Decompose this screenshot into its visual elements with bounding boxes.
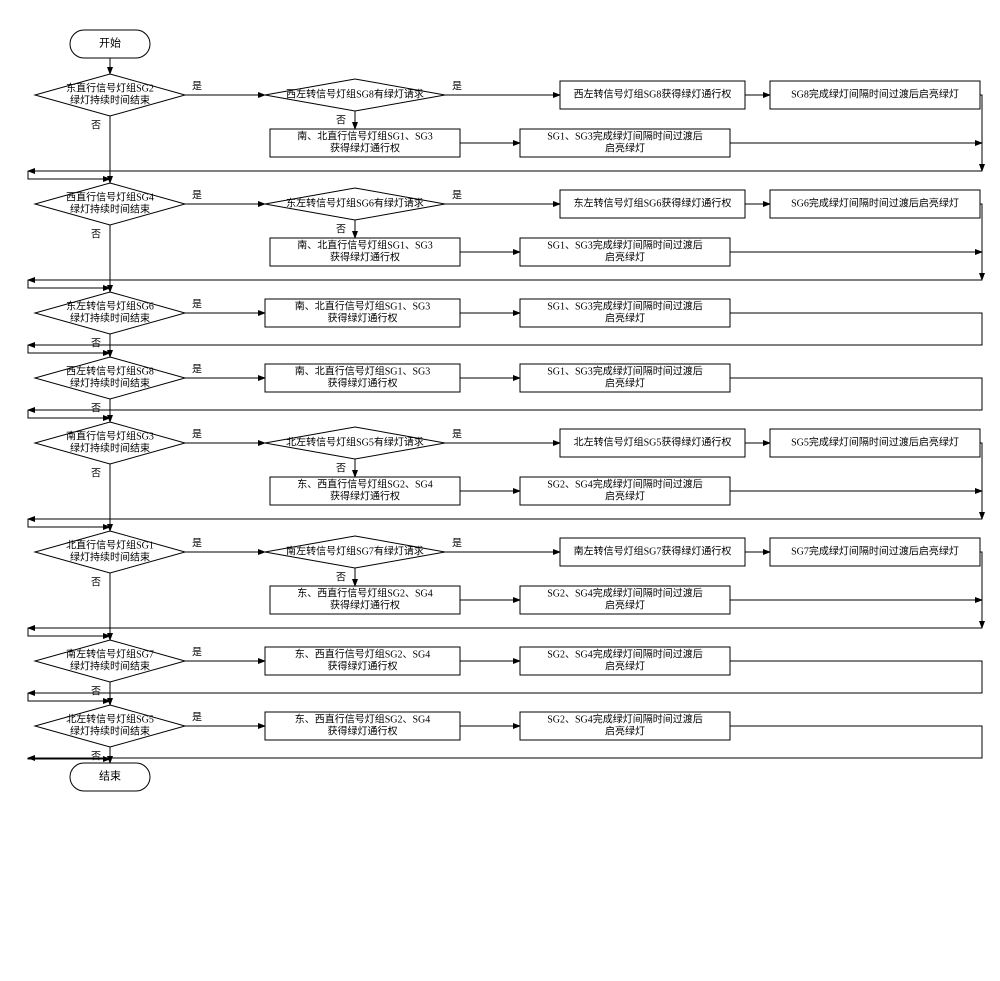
svg-text:SG1、SG3完成绿灯间隔时间过渡后: SG1、SG3完成绿灯间隔时间过渡后 xyxy=(547,364,703,377)
svg-text:绿灯持续时间结束: 绿灯持续时间结束 xyxy=(70,441,150,454)
svg-text:否: 否 xyxy=(336,223,346,235)
svg-text:南直行信号灯组SG3: 南直行信号灯组SG3 xyxy=(66,429,154,442)
svg-text:获得绿灯通行权: 获得绿灯通行权 xyxy=(330,250,400,263)
svg-text:南、北直行信号灯组SG1、SG3: 南、北直行信号灯组SG1、SG3 xyxy=(295,364,431,377)
svg-text:启亮绿灯: 启亮绿灯 xyxy=(605,598,645,611)
svg-text:北左转信号灯组SG5有绿灯请求: 北左转信号灯组SG5有绿灯请求 xyxy=(286,435,424,448)
svg-text:SG8完成绿灯间隔时间过渡后启亮绿灯: SG8完成绿灯间隔时间过渡后启亮绿灯 xyxy=(791,87,959,100)
svg-text:是: 是 xyxy=(192,363,202,375)
svg-text:南、北直行信号灯组SG1、SG3: 南、北直行信号灯组SG1、SG3 xyxy=(295,299,431,312)
svg-text:否: 否 xyxy=(91,402,101,414)
svg-text:是: 是 xyxy=(452,428,462,440)
svg-text:获得绿灯通行权: 获得绿灯通行权 xyxy=(330,141,400,154)
svg-text:SG2、SG4完成绿灯间隔时间过渡后: SG2、SG4完成绿灯间隔时间过渡后 xyxy=(547,647,703,660)
svg-text:绿灯持续时间结束: 绿灯持续时间结束 xyxy=(70,93,150,106)
svg-text:启亮绿灯: 启亮绿灯 xyxy=(605,489,645,502)
svg-text:南左转信号灯组SG7: 南左转信号灯组SG7 xyxy=(66,647,154,660)
svg-text:是: 是 xyxy=(192,537,202,549)
svg-text:否: 否 xyxy=(336,571,346,583)
svg-text:启亮绿灯: 启亮绿灯 xyxy=(605,376,645,389)
svg-text:SG6完成绿灯间隔时间过渡后启亮绿灯: SG6完成绿灯间隔时间过渡后启亮绿灯 xyxy=(791,196,959,209)
svg-text:是: 是 xyxy=(192,80,202,92)
svg-text:启亮绿灯: 启亮绿灯 xyxy=(605,724,645,737)
svg-text:SG5完成绿灯间隔时间过渡后启亮绿灯: SG5完成绿灯间隔时间过渡后启亮绿灯 xyxy=(791,435,959,448)
svg-text:获得绿灯通行权: 获得绿灯通行权 xyxy=(328,659,398,672)
svg-text:SG7完成绿灯间隔时间过渡后启亮绿灯: SG7完成绿灯间隔时间过渡后启亮绿灯 xyxy=(791,544,959,557)
svg-text:否: 否 xyxy=(336,462,346,474)
svg-text:北左转信号灯组SG5获得绿灯通行权: 北左转信号灯组SG5获得绿灯通行权 xyxy=(574,435,732,448)
svg-text:绿灯持续时间结束: 绿灯持续时间结束 xyxy=(70,724,150,737)
svg-text:东左转信号灯组SG6获得绿灯通行权: 东左转信号灯组SG6获得绿灯通行权 xyxy=(574,196,732,209)
svg-text:东直行信号灯组SG2: 东直行信号灯组SG2 xyxy=(66,81,154,94)
svg-text:是: 是 xyxy=(192,646,202,658)
svg-text:东、西直行信号灯组SG2、SG4: 东、西直行信号灯组SG2、SG4 xyxy=(297,586,433,599)
svg-text:否: 否 xyxy=(91,228,101,240)
svg-text:否: 否 xyxy=(91,576,101,588)
flowchart-svg: 开始东直行信号灯组SG2绿灯持续时间结束否是西左转信号灯组SG8有绿灯请求是否西… xyxy=(10,10,990,801)
svg-text:结束: 结束 xyxy=(99,770,121,783)
svg-text:否: 否 xyxy=(91,467,101,479)
svg-text:东左转信号灯组SG6有绿灯请求: 东左转信号灯组SG6有绿灯请求 xyxy=(286,196,424,209)
svg-text:否: 否 xyxy=(336,114,346,126)
svg-text:南左转信号灯组SG7获得绿灯通行权: 南左转信号灯组SG7获得绿灯通行权 xyxy=(574,544,732,557)
svg-text:北左转信号灯组SG5: 北左转信号灯组SG5 xyxy=(66,712,154,725)
svg-text:东、西直行信号灯组SG2、SG4: 东、西直行信号灯组SG2、SG4 xyxy=(295,647,431,660)
svg-text:SG1、SG3完成绿灯间隔时间过渡后: SG1、SG3完成绿灯间隔时间过渡后 xyxy=(547,238,703,251)
svg-text:绿灯持续时间结束: 绿灯持续时间结束 xyxy=(70,550,150,563)
svg-text:北直行信号灯组SG1: 北直行信号灯组SG1 xyxy=(66,538,154,551)
svg-text:西左转信号灯组SG8: 西左转信号灯组SG8 xyxy=(66,364,154,377)
svg-text:获得绿灯通行权: 获得绿灯通行权 xyxy=(328,376,398,389)
svg-text:获得绿灯通行权: 获得绿灯通行权 xyxy=(328,311,398,324)
svg-text:启亮绿灯: 启亮绿灯 xyxy=(605,659,645,672)
svg-text:南左转信号灯组SG7有绿灯请求: 南左转信号灯组SG7有绿灯请求 xyxy=(286,544,424,557)
svg-text:否: 否 xyxy=(91,685,101,697)
svg-text:否: 否 xyxy=(91,750,101,762)
svg-text:SG2、SG4完成绿灯间隔时间过渡后: SG2、SG4完成绿灯间隔时间过渡后 xyxy=(547,477,703,490)
svg-text:西左转信号灯组SG8有绿灯请求: 西左转信号灯组SG8有绿灯请求 xyxy=(286,87,424,100)
svg-text:南、北直行信号灯组SG1、SG3: 南、北直行信号灯组SG1、SG3 xyxy=(297,129,433,142)
svg-text:西直行信号灯组SG4: 西直行信号灯组SG4 xyxy=(66,190,154,203)
svg-text:SG2、SG4完成绿灯间隔时间过渡后: SG2、SG4完成绿灯间隔时间过渡后 xyxy=(547,586,703,599)
svg-text:东、西直行信号灯组SG2、SG4: 东、西直行信号灯组SG2、SG4 xyxy=(297,477,433,490)
svg-text:东左转信号灯组SG6: 东左转信号灯组SG6 xyxy=(66,299,154,312)
svg-text:是: 是 xyxy=(452,80,462,92)
svg-text:否: 否 xyxy=(91,337,101,349)
svg-text:是: 是 xyxy=(192,298,202,310)
svg-text:启亮绿灯: 启亮绿灯 xyxy=(605,250,645,263)
svg-text:是: 是 xyxy=(192,711,202,723)
svg-text:绿灯持续时间结束: 绿灯持续时间结束 xyxy=(70,659,150,672)
svg-text:否: 否 xyxy=(91,119,101,131)
svg-text:绿灯持续时间结束: 绿灯持续时间结束 xyxy=(70,311,150,324)
svg-text:是: 是 xyxy=(452,189,462,201)
svg-text:南、北直行信号灯组SG1、SG3: 南、北直行信号灯组SG1、SG3 xyxy=(297,238,433,251)
svg-text:绿灯持续时间结束: 绿灯持续时间结束 xyxy=(70,376,150,389)
svg-text:获得绿灯通行权: 获得绿灯通行权 xyxy=(330,489,400,502)
svg-text:SG1、SG3完成绿灯间隔时间过渡后: SG1、SG3完成绿灯间隔时间过渡后 xyxy=(547,299,703,312)
svg-text:获得绿灯通行权: 获得绿灯通行权 xyxy=(330,598,400,611)
svg-text:SG2、SG4完成绿灯间隔时间过渡后: SG2、SG4完成绿灯间隔时间过渡后 xyxy=(547,712,703,725)
svg-text:是: 是 xyxy=(452,537,462,549)
svg-text:是: 是 xyxy=(192,428,202,440)
svg-text:获得绿灯通行权: 获得绿灯通行权 xyxy=(328,724,398,737)
svg-text:开始: 开始 xyxy=(99,36,121,50)
svg-text:西左转信号灯组SG8获得绿灯通行权: 西左转信号灯组SG8获得绿灯通行权 xyxy=(574,87,732,100)
svg-text:东、西直行信号灯组SG2、SG4: 东、西直行信号灯组SG2、SG4 xyxy=(295,712,431,725)
svg-text:启亮绿灯: 启亮绿灯 xyxy=(605,141,645,154)
svg-text:启亮绿灯: 启亮绿灯 xyxy=(605,311,645,324)
svg-text:是: 是 xyxy=(192,189,202,201)
svg-text:绿灯持续时间结束: 绿灯持续时间结束 xyxy=(70,202,150,215)
svg-text:SG1、SG3完成绿灯间隔时间过渡后: SG1、SG3完成绿灯间隔时间过渡后 xyxy=(547,129,703,142)
